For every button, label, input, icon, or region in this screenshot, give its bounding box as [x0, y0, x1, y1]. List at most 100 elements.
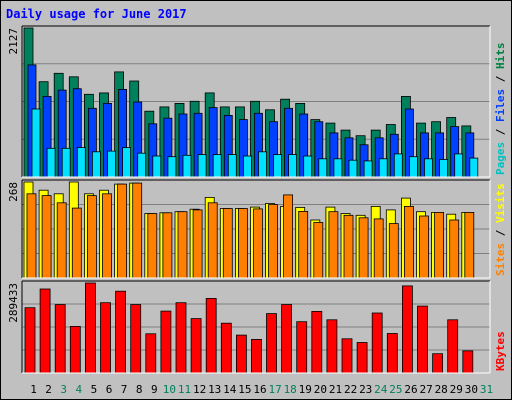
- bar-pages-day-14: [227, 154, 237, 178]
- bar-kbytes-day-27: [417, 305, 428, 374]
- panel-kbytes: 289433 KBytes: [7, 280, 507, 374]
- bar-sites-day-14: [222, 208, 233, 279]
- bar-pages-day-8: [137, 152, 147, 178]
- day-label-18: 18: [284, 383, 297, 396]
- day-label-5: 5: [91, 383, 98, 396]
- bar-kbytes-day-15: [235, 334, 247, 374]
- bar-sites-day-17: [268, 204, 278, 279]
- bar-sites-day-27: [419, 215, 429, 279]
- bar-kbytes-day-19: [296, 321, 308, 374]
- bar-sites-day-22: [343, 214, 354, 279]
- bar-kbytes-day-26: [401, 285, 413, 374]
- bar-pages-day-27: [424, 158, 433, 178]
- panel-legend: KBytes: [494, 331, 507, 371]
- bar-pages-day-25: [393, 153, 403, 178]
- bar-sites-day-3: [56, 202, 67, 279]
- bar-sites-day-9: [147, 213, 158, 279]
- bar-kbytes-day-21: [326, 319, 338, 374]
- bar-sites-day-18: [283, 194, 294, 279]
- bar-pages-day-2: [46, 147, 56, 178]
- bar-pages-day-17: [273, 154, 282, 178]
- bar-pages-day-16: [258, 151, 267, 178]
- bar-pages-day-28: [439, 159, 449, 178]
- bar-sites-day-21: [328, 211, 339, 279]
- bar-kbytes-day-8: [130, 304, 142, 374]
- bar-sites-day-10: [162, 212, 173, 279]
- bar-kbytes-day-24: [371, 312, 383, 374]
- bar-kbytes-day-11: [175, 302, 187, 374]
- day-label-25: 25: [389, 383, 402, 396]
- bar-kbytes-day-17: [266, 313, 277, 374]
- bar-kbytes-day-28: [432, 353, 444, 374]
- day-label-12: 12: [193, 383, 206, 396]
- day-label-7: 7: [121, 383, 128, 396]
- bar-sites-day-6: [102, 193, 112, 279]
- bar-sites-day-11: [177, 211, 188, 279]
- panel-max-label: 268: [7, 182, 20, 202]
- bar-kbytes-day-18: [281, 304, 293, 374]
- bar-pages-day-12: [197, 154, 207, 178]
- legend-part: Pages: [494, 142, 507, 175]
- day-label-14: 14: [223, 383, 237, 396]
- bar-pages-day-10: [167, 156, 177, 178]
- bar-kbytes-day-2: [39, 288, 51, 374]
- bar-pages-day-21: [333, 158, 343, 178]
- bar-kbytes-day-10: [160, 310, 172, 374]
- bar-sites-day-20: [313, 222, 324, 279]
- day-label-22: 22: [344, 383, 357, 396]
- bar-kbytes-day-23: [356, 342, 368, 374]
- bar-pages-day-18: [288, 154, 298, 178]
- legend-part: KBytes: [494, 331, 507, 371]
- bar-pages-day-3: [61, 147, 71, 178]
- bar-sites-day-19: [298, 210, 309, 279]
- bar-pages-day-7: [122, 147, 131, 178]
- legend-part: /: [494, 223, 507, 243]
- bar-kbytes-day-4: [69, 325, 81, 374]
- day-label-23: 23: [359, 383, 372, 396]
- day-label-26: 26: [404, 383, 417, 396]
- legend-part: /: [494, 69, 507, 89]
- bar-sites-day-13: [207, 202, 218, 279]
- bar-kbytes-day-25: [386, 333, 398, 374]
- bar-sites-day-5: [87, 195, 97, 279]
- legend-part: /: [494, 122, 507, 142]
- bar-sites-day-4: [71, 207, 82, 279]
- bar-pages-day-23: [363, 160, 373, 178]
- bar-pages-day-13: [212, 154, 222, 178]
- day-label-20: 20: [314, 383, 327, 396]
- day-label-28: 28: [435, 383, 448, 396]
- legend-part: Visits: [494, 183, 507, 223]
- day-label-10: 10: [163, 383, 176, 396]
- bar-sites-day-24: [373, 218, 384, 279]
- bar-pages-day-20: [318, 158, 328, 178]
- day-label-2: 2: [45, 383, 52, 396]
- bar-kbytes-day-20: [311, 310, 323, 374]
- bar-kbytes-day-13: [205, 297, 217, 374]
- bar-kbytes-day-5: [85, 282, 96, 374]
- bar-sites-day-28: [434, 211, 445, 279]
- day-label-15: 15: [238, 383, 251, 396]
- bar-kbytes-day-9: [145, 333, 157, 374]
- day-label-13: 13: [208, 383, 221, 396]
- day-label-4: 4: [75, 383, 82, 396]
- panel-max-label: 2127: [7, 28, 20, 55]
- day-label-19: 19: [299, 383, 312, 396]
- bar-sites-day-16: [253, 208, 263, 279]
- bar-kbytes-day-14: [220, 322, 232, 374]
- bar-pages-day-24: [378, 158, 388, 178]
- bar-pages-day-29: [454, 153, 464, 178]
- bar-pages-day-1: [31, 108, 41, 178]
- bar-pages-day-4: [76, 147, 86, 178]
- bar-pages-day-15: [242, 155, 252, 178]
- bar-pages-day-9: [152, 155, 162, 178]
- bar-kbytes-day-29: [447, 319, 459, 374]
- bar-kbytes-day-7: [115, 290, 126, 374]
- bar-pages-day-5: [92, 151, 101, 178]
- day-label-17: 17: [268, 383, 281, 396]
- panel-visits-sites: 268 Sites / Visits: [7, 179, 507, 279]
- bar-sites-day-23: [358, 217, 369, 279]
- bar-sites-day-25: [388, 223, 399, 279]
- day-label-29: 29: [450, 383, 463, 396]
- bar-pages-day-11: [182, 154, 192, 178]
